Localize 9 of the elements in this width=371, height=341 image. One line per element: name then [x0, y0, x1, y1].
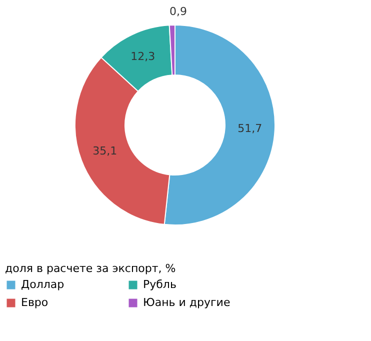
legend-label: Евро	[21, 296, 48, 309]
data-label: 0,9	[169, 5, 187, 18]
legend-label: Рубль	[143, 278, 176, 291]
data-label: 35,1	[92, 144, 118, 158]
legend-title: доля в расчете за экспорт, %	[5, 262, 176, 275]
data-label: 51,7	[238, 122, 262, 136]
legend-label: Юань и другие	[143, 296, 230, 309]
legend-label: Доллар	[21, 278, 64, 291]
data-label: 12,3	[130, 50, 156, 64]
